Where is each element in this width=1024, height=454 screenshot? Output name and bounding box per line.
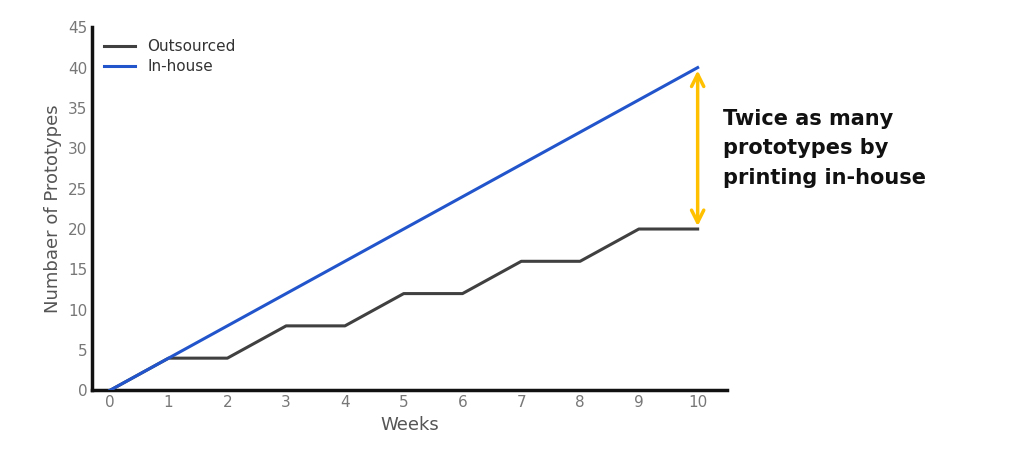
Outsourced: [339, 323, 351, 329]
Outsourced: [691, 226, 703, 232]
Y-axis label: Numbaer of Prototypes: Numbaer of Prototypes: [44, 104, 62, 313]
Line: Outsourced: Outsourced: [110, 229, 697, 390]
Outsourced: [633, 226, 645, 232]
Outsourced: [515, 259, 527, 264]
Outsourced: [221, 355, 233, 361]
Text: Twice as many
prototypes by
printing in-house: Twice as many prototypes by printing in-…: [723, 109, 927, 188]
Outsourced: [457, 291, 469, 296]
Outsourced: [397, 291, 410, 296]
Outsourced: [573, 259, 586, 264]
Outsourced: [280, 323, 292, 329]
Legend: Outsourced, In-house: Outsourced, In-house: [99, 35, 240, 79]
Outsourced: [103, 388, 116, 393]
Outsourced: [163, 355, 175, 361]
X-axis label: Weeks: Weeks: [380, 416, 439, 434]
